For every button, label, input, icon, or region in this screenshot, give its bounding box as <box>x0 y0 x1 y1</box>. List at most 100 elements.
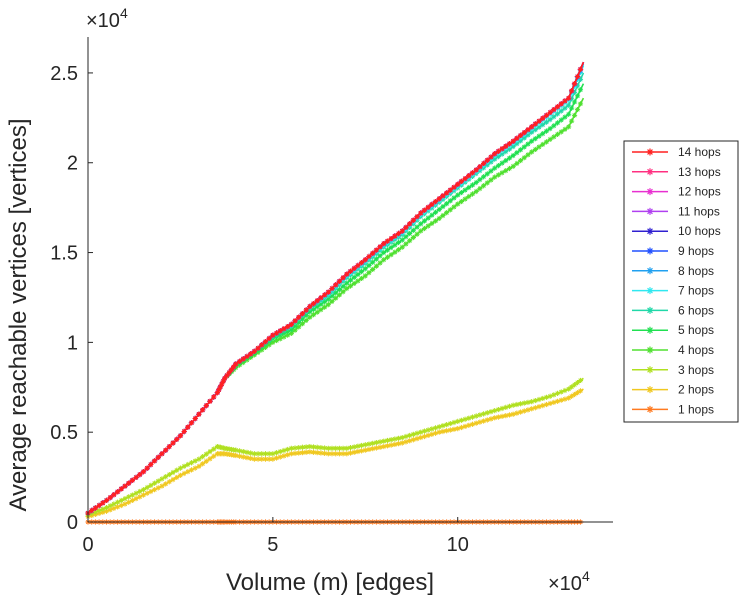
data-point-marker <box>122 496 128 502</box>
data-point-marker <box>521 135 527 141</box>
data-point-marker <box>529 149 535 155</box>
data-point-marker <box>151 480 158 486</box>
data-point-marker <box>532 405 538 411</box>
data-point-marker <box>285 323 291 330</box>
data-point-marker <box>418 221 424 227</box>
data-point-marker <box>536 404 542 410</box>
legend-swatch-marker <box>646 148 654 156</box>
data-point-marker <box>340 283 346 289</box>
data-point-marker <box>558 397 564 403</box>
data-point-marker <box>299 316 306 322</box>
data-point-marker <box>407 432 413 439</box>
data-point-marker <box>377 444 383 450</box>
data-point-marker <box>492 408 498 414</box>
data-point-marker <box>425 432 431 439</box>
data-point-marker <box>192 415 198 422</box>
y-exponent-power: 4 <box>120 5 128 21</box>
data-point-marker <box>532 136 538 142</box>
legend-label: 10 hops <box>678 224 721 238</box>
data-point-marker <box>292 318 298 324</box>
data-point-marker <box>358 275 365 282</box>
data-point-marker <box>224 372 230 379</box>
legend-label: 12 hops <box>678 185 721 199</box>
data-point-marker <box>214 390 221 396</box>
data-point-marker <box>558 108 564 114</box>
data-point-marker <box>429 220 435 227</box>
data-point-marker <box>362 266 368 272</box>
data-point-marker <box>111 501 117 507</box>
data-point-marker <box>148 488 154 495</box>
data-point-marker <box>577 87 584 93</box>
data-point-marker <box>429 431 435 437</box>
legend-label: 14 hops <box>678 145 721 159</box>
data-point-marker <box>355 262 361 269</box>
data-point-marker <box>358 268 365 275</box>
legend-label: 4 hops <box>678 343 714 357</box>
data-point-marker <box>358 260 365 266</box>
data-point-marker <box>566 111 572 117</box>
data-point-marker <box>322 304 328 310</box>
data-point-marker <box>525 399 531 405</box>
data-point-marker <box>574 390 581 396</box>
data-point-marker <box>480 418 487 424</box>
data-point-marker <box>410 234 416 241</box>
data-point-marker <box>236 358 243 365</box>
data-point-marker <box>458 178 465 185</box>
data-point-marker <box>554 398 561 404</box>
data-point-marker <box>480 411 487 417</box>
data-point-marker <box>347 277 354 283</box>
data-point-marker <box>568 384 575 390</box>
data-point-marker <box>96 502 102 509</box>
data-point-marker <box>92 505 98 511</box>
data-point-marker <box>381 240 387 247</box>
y-tick-label: 1 <box>67 332 78 354</box>
data-point-marker <box>236 448 243 454</box>
data-point-marker <box>525 132 531 138</box>
data-point-marker <box>547 117 553 123</box>
data-point-marker <box>377 244 383 250</box>
data-point-marker <box>536 118 542 124</box>
data-point-marker <box>333 451 339 457</box>
data-point-marker <box>421 433 428 440</box>
data-point-marker <box>451 419 457 426</box>
data-point-marker <box>477 186 483 192</box>
data-point-marker <box>251 456 257 462</box>
data-point-marker <box>310 312 317 318</box>
data-point-marker <box>144 465 150 471</box>
data-point-marker <box>148 482 154 488</box>
x-axis-label: Volume (m) [edges] <box>226 569 434 596</box>
data-point-marker <box>159 483 165 489</box>
data-point-marker <box>137 494 143 500</box>
data-point-marker <box>455 181 461 187</box>
data-point-marker <box>392 436 398 442</box>
data-point-marker <box>314 444 320 450</box>
data-point-marker <box>458 417 465 423</box>
data-point-marker <box>211 446 217 452</box>
data-point-marker <box>296 324 302 330</box>
data-point-marker <box>155 478 161 484</box>
data-point-marker <box>503 404 509 410</box>
data-point-marker <box>255 451 261 457</box>
data-point-marker <box>425 215 431 221</box>
data-point-marker <box>574 106 581 113</box>
legend-label: 6 hops <box>678 303 714 317</box>
data-point-marker <box>233 452 239 459</box>
data-point-marker <box>536 133 542 139</box>
data-point-marker <box>392 242 398 248</box>
data-point-marker <box>551 392 557 398</box>
data-point-marker <box>181 463 187 469</box>
data-point-marker <box>296 450 302 456</box>
data-point-marker <box>355 443 361 449</box>
legend-swatch-marker <box>646 188 654 196</box>
data-point-marker <box>436 429 442 435</box>
data-point-marker <box>540 122 546 128</box>
data-point-marker <box>266 335 272 342</box>
data-point-marker <box>89 507 95 514</box>
data-point-marker <box>392 249 398 255</box>
data-point-marker <box>103 505 110 511</box>
data-point-marker <box>499 413 505 419</box>
data-point-marker <box>220 378 226 384</box>
data-point-marker <box>558 389 564 395</box>
data-point-marker <box>155 485 161 491</box>
